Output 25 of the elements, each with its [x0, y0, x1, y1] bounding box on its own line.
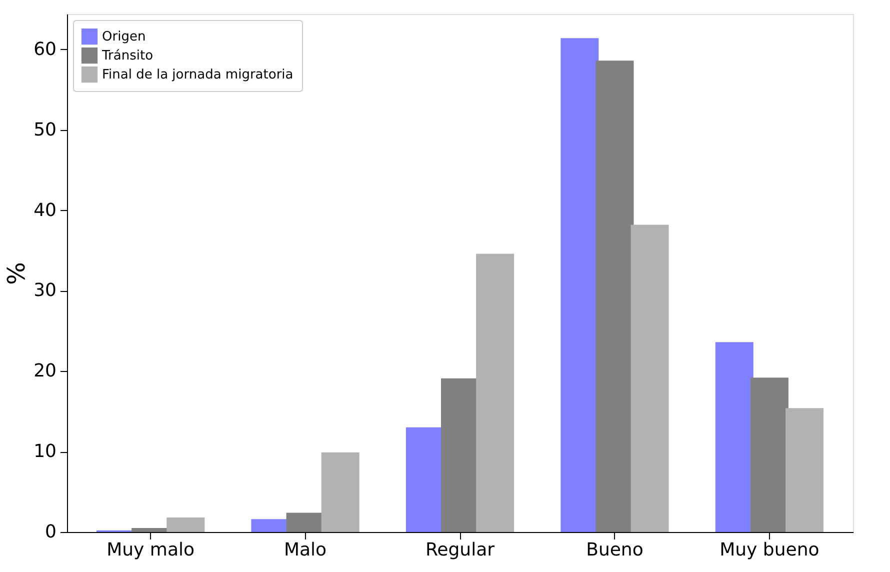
bar [630, 224, 669, 532]
bar [321, 452, 360, 532]
y-tick-label: 50 [34, 119, 56, 140]
legend-label: Final de la jornada migratoria [102, 68, 294, 82]
bar [476, 254, 514, 532]
legend-label: Tránsito [101, 48, 154, 64]
y-tick-label: 10 [34, 441, 56, 462]
bar [715, 342, 754, 532]
x-tick-label: Muy malo [106, 540, 194, 560]
y-tick-label: 20 [34, 360, 56, 382]
x-tick-label: Muy bueno [720, 540, 820, 560]
y-axis-title: % [2, 262, 31, 285]
legend-label: Origen [102, 30, 146, 44]
bar [750, 378, 788, 532]
x-tick-label: Regular [425, 540, 496, 560]
y-tick-label: 0 [45, 522, 56, 542]
bar [786, 408, 824, 532]
y-tick-label: 30 [34, 280, 56, 302]
x-tick-label: Malo [284, 540, 327, 560]
y-tick-label: 40 [34, 200, 56, 221]
y-tick-label: 60 [34, 38, 56, 60]
x-tick-label: Bueno [586, 540, 644, 560]
bar [166, 518, 205, 532]
bar [560, 38, 599, 532]
bar [596, 60, 634, 532]
